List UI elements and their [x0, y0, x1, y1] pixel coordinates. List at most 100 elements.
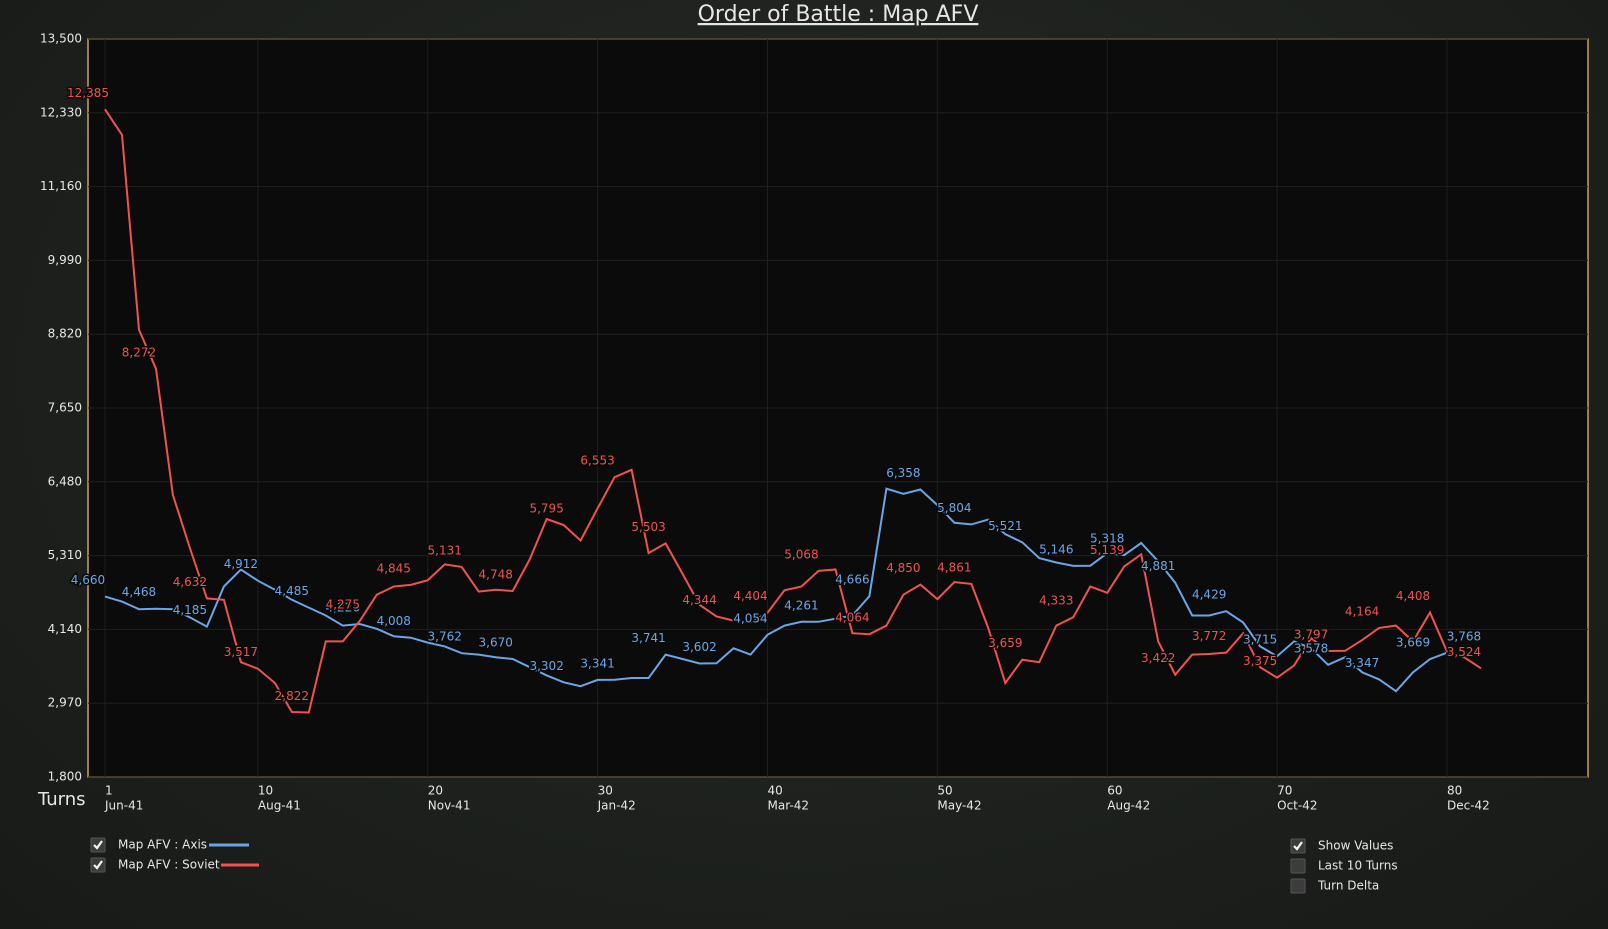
value-label: 4,861 [937, 560, 971, 574]
value-label: 3,772 [1192, 629, 1226, 643]
x-tick-label: 20 [428, 784, 443, 798]
value-label: 4,660 [71, 573, 105, 587]
value-label: 4,408 [1396, 589, 1430, 603]
value-label: 4,008 [377, 614, 411, 628]
x-tick-date: May-42 [937, 799, 981, 813]
value-label: 5,068 [784, 547, 818, 561]
value-label: 4,164 [1345, 604, 1379, 618]
check-mark [93, 860, 103, 870]
y-tick-label: 1,800 [48, 770, 82, 784]
value-label: 5,521 [988, 519, 1022, 533]
x-tick-label: 40 [768, 784, 783, 798]
value-label: 3,602 [682, 640, 716, 654]
x-tick-label: 10 [258, 784, 273, 798]
value-label: 3,347 [1345, 656, 1379, 670]
value-label: 3,524 [1447, 645, 1481, 659]
value-label: 3,670 [479, 636, 513, 650]
x-tick-label: 1 [105, 784, 113, 798]
value-label: 4,404 [733, 589, 767, 603]
x-tick-label: 30 [598, 784, 613, 798]
value-label: 4,850 [886, 561, 920, 575]
y-tick-label: 11,160 [40, 179, 82, 193]
value-label: 4,064 [835, 611, 869, 625]
series-line [104, 487, 1482, 693]
x-tick-date: Aug-41 [258, 799, 301, 813]
value-label: 4,468 [122, 585, 156, 599]
value-label: 6,358 [886, 466, 920, 480]
y-tick-label: 2,970 [48, 696, 82, 710]
y-tick-label: 9,990 [48, 253, 82, 267]
y-tick-label: 12,330 [40, 105, 82, 119]
value-label: 3,422 [1141, 651, 1175, 665]
value-label: 2,822 [275, 689, 309, 703]
value-label: 4,054 [733, 611, 767, 625]
x-tick-label: 80 [1447, 784, 1462, 798]
value-label: 6,553 [580, 454, 614, 468]
value-label: 3,341 [580, 656, 614, 670]
value-label: 4,333 [1039, 594, 1073, 608]
x-tick-label: 50 [937, 784, 952, 798]
value-label: 4,632 [173, 575, 207, 589]
option-label[interactable]: Show Values [1318, 839, 1393, 853]
value-label: 3,375 [1243, 654, 1277, 668]
value-label: 4,261 [784, 598, 818, 612]
value-label: 4,881 [1141, 559, 1175, 573]
value-label: 4,666 [835, 573, 869, 587]
x-tick-date: Jun-41 [104, 799, 143, 813]
value-label: 4,344 [682, 593, 716, 607]
value-label: 3,715 [1243, 633, 1277, 647]
value-label: 5,139 [1090, 543, 1124, 557]
option-checkbox[interactable] [1290, 878, 1306, 894]
x-tick-date: Oct-42 [1277, 799, 1317, 813]
value-label: 3,762 [428, 630, 462, 644]
value-label: 8,272 [122, 345, 156, 359]
check-mark [1293, 841, 1303, 851]
option-label[interactable]: Last 10 Turns [1318, 859, 1398, 873]
x-tick-date: Aug-42 [1107, 799, 1150, 813]
y-tick-label: 4,140 [48, 622, 82, 636]
value-label: 4,226 [326, 600, 360, 614]
value-label: 12,385 [67, 86, 109, 100]
y-tick-label: 5,310 [48, 548, 82, 562]
value-label: 4,185 [173, 603, 207, 617]
value-label: 4,912 [224, 557, 258, 571]
value-label: 3,578 [1294, 641, 1328, 655]
y-tick-label: 13,500 [40, 32, 82, 46]
value-label: 3,797 [1294, 628, 1328, 642]
x-tick-date: Mar-42 [768, 799, 809, 813]
value-label: 5,131 [428, 543, 462, 557]
value-label: 3,517 [224, 645, 258, 659]
series-line [104, 108, 1482, 714]
value-label: 4,485 [275, 584, 309, 598]
legend-label: Map AFV : Axis [118, 838, 207, 852]
option-checkbox[interactable] [1290, 858, 1306, 874]
x-tick-date: Jan-42 [597, 799, 636, 813]
legend-label: Map AFV : Soviet [118, 858, 220, 872]
value-label: 3,768 [1447, 629, 1481, 643]
check-mark [93, 840, 103, 850]
x-tick-label: 60 [1107, 784, 1122, 798]
value-label: 4,845 [377, 561, 411, 575]
value-label: 3,659 [988, 636, 1022, 650]
value-label: 4,275 [326, 597, 360, 611]
y-tick-label: 8,820 [48, 327, 82, 341]
value-label: 5,795 [529, 502, 563, 516]
value-label: 4,429 [1192, 588, 1226, 602]
x-tick-label: 70 [1277, 784, 1292, 798]
chart-title: Order of Battle : Map AFV [698, 2, 979, 27]
value-label: 4,748 [479, 568, 513, 582]
value-label: 5,804 [937, 501, 971, 515]
value-label: 3,302 [529, 659, 563, 673]
x-tick-date: Dec-42 [1447, 799, 1490, 813]
value-label: 5,318 [1090, 532, 1124, 546]
x-tick-date: Nov-41 [428, 799, 471, 813]
value-label: 5,503 [631, 520, 665, 534]
y-tick-label: 7,650 [48, 401, 82, 415]
option-label[interactable]: Turn Delta [1317, 879, 1379, 893]
x-axis-label: Turns [37, 789, 86, 810]
value-label: 3,669 [1396, 636, 1430, 650]
value-label: 3,741 [631, 631, 665, 645]
value-label: 5,146 [1039, 542, 1073, 556]
